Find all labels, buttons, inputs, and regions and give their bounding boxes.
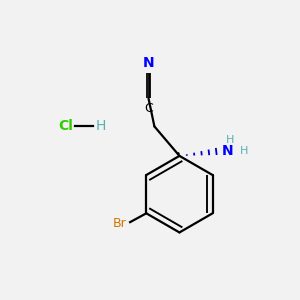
Text: H: H — [226, 135, 235, 145]
Text: •: • — [176, 150, 180, 159]
Text: N: N — [143, 56, 154, 70]
Text: H: H — [95, 119, 106, 134]
Text: Br: Br — [113, 217, 127, 230]
Text: C: C — [144, 102, 153, 115]
Text: N: N — [221, 145, 233, 158]
Text: Cl: Cl — [58, 119, 74, 134]
Text: H: H — [240, 146, 248, 157]
